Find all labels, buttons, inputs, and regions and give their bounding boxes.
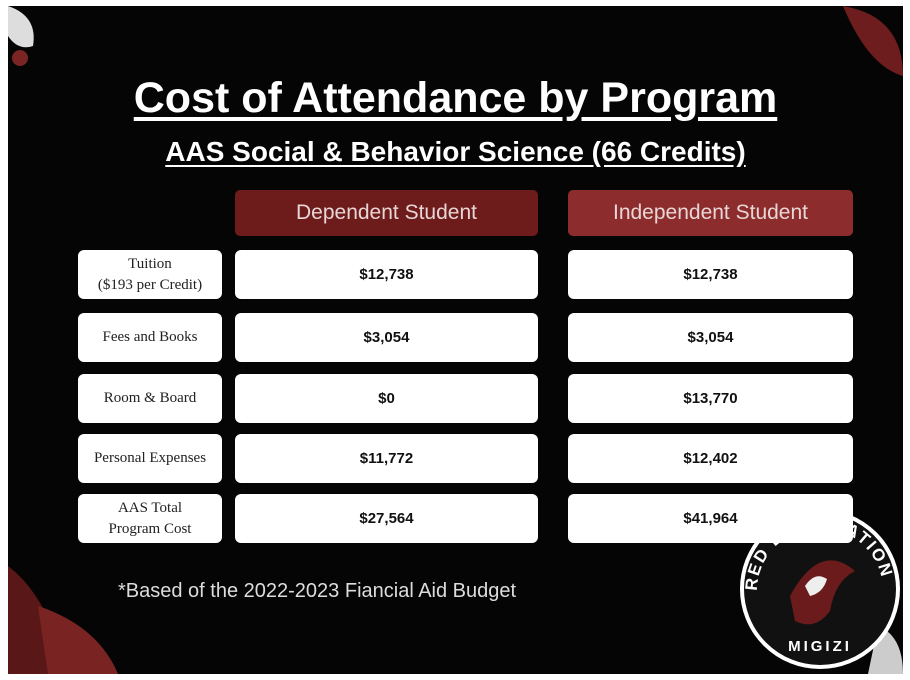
value-cell: $13,770 — [568, 374, 853, 423]
value-cell: $12,738 — [235, 250, 538, 299]
row-label-line: ($193 per Credit) — [78, 275, 222, 296]
poster: Cost of Attendance by Program AAS Social… — [8, 6, 903, 674]
column-header: Dependent Student — [235, 190, 538, 236]
value-cell: $3,054 — [568, 313, 853, 362]
row-label-line: Fees and Books — [78, 327, 222, 348]
row-label: Tuition($193 per Credit) — [78, 250, 222, 299]
row-label: Room & Board — [78, 374, 222, 423]
row-label-line: Tuition — [78, 254, 222, 275]
row-label: Personal Expenses — [78, 434, 222, 483]
value-cell: $3,054 — [235, 313, 538, 362]
column-header: Independent Student — [568, 190, 853, 236]
value-cell: $41,964 — [568, 494, 853, 543]
value-cell: $0 — [235, 374, 538, 423]
row-label-line: Program Cost — [78, 519, 222, 540]
value-cell: $12,402 — [568, 434, 853, 483]
row-label-line: Personal Expenses — [78, 448, 222, 469]
subtitle: AAS Social & Behavior Science (66 Credit… — [8, 136, 903, 168]
page: Cost of Attendance by Program AAS Social… — [0, 0, 910, 680]
logo-bottom-text: MIGIZI — [788, 638, 852, 655]
value-cell: $27,564 — [235, 494, 538, 543]
title: Cost of Attendance by Program — [8, 74, 903, 123]
value-cell: $12,738 — [568, 250, 853, 299]
footnote: *Based of the 2022-2023 Fiancial Aid Bud… — [118, 580, 516, 603]
row-label: Fees and Books — [78, 313, 222, 362]
row-label-line: Room & Board — [78, 388, 222, 409]
value-cell: $11,772 — [235, 434, 538, 483]
row-label-line: AAS Total — [78, 498, 222, 519]
